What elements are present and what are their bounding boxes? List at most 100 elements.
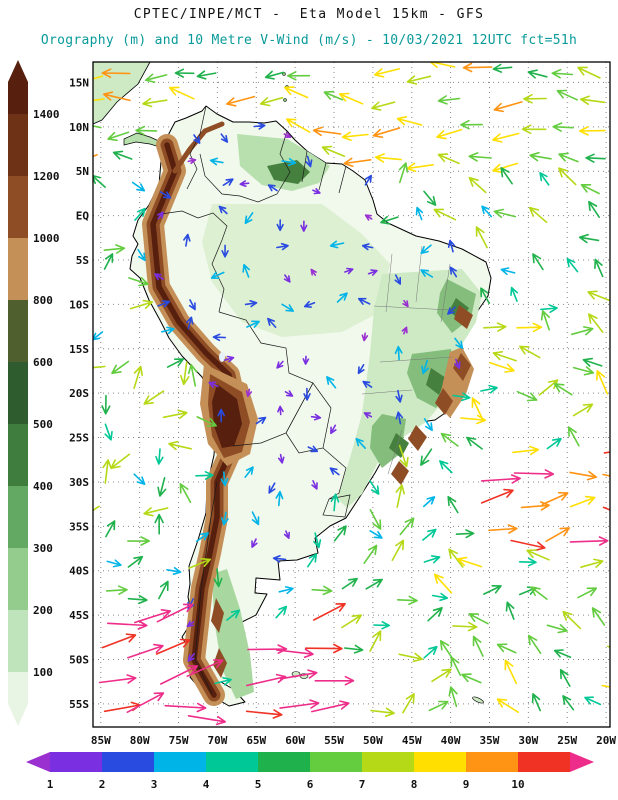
wind-arrow: [111, 360, 130, 375]
wind-arrow: [174, 68, 195, 78]
orography-color-step: [8, 424, 28, 486]
highland-patch: [267, 160, 310, 184]
lon-label: 75W: [169, 734, 189, 747]
highland-patch: [453, 353, 471, 381]
wind-arrow: [188, 299, 196, 311]
wind-arrow: [420, 448, 433, 466]
wind-arrow: [596, 370, 609, 395]
wind-arrow: [448, 686, 458, 708]
wind-arrow: [127, 536, 150, 546]
wind-arrow: [157, 211, 164, 220]
plot-frame: [92, 61, 611, 728]
wind-arrow: [460, 414, 487, 425]
wind-arrow: [472, 635, 484, 657]
wind-arrow: [572, 403, 594, 417]
lat-label: 10N: [69, 121, 89, 134]
wind-value-label: 2: [99, 778, 106, 791]
wind-arrow: [582, 357, 603, 367]
wind-arrow: [275, 605, 288, 619]
lon-label: 80W: [130, 734, 150, 747]
wind-arrow: [159, 191, 172, 199]
south-georgia-island: [472, 696, 484, 704]
wind-arrow: [447, 496, 459, 514]
wind-arrow: [305, 155, 313, 168]
wind-arrow: [546, 437, 562, 450]
wind-arrow: [220, 133, 229, 143]
lon-label: 60W: [285, 734, 305, 747]
wind-arrow: [374, 68, 400, 78]
state-line: [373, 305, 451, 311]
wind-arrow: [283, 274, 291, 283]
wind-arrow: [210, 271, 225, 279]
wind-arrow: [462, 62, 493, 73]
wind-arrow: [579, 95, 606, 105]
wind-arrow: [369, 480, 380, 495]
wind-color-step: [310, 752, 362, 772]
wind-arrow: [468, 152, 492, 162]
lat-label: 35S: [69, 520, 89, 533]
wind-vectors: [93, 62, 610, 726]
lat-label: 15N: [69, 76, 89, 89]
wind-arrow: [481, 205, 493, 218]
wind-arrow: [162, 409, 188, 419]
wind-min-arrow: [26, 752, 50, 772]
lat-label: 50S: [69, 654, 89, 667]
border-line: [322, 494, 351, 518]
wind-arrow: [338, 92, 364, 105]
wind-arrow: [380, 215, 399, 225]
wind-arrow: [272, 555, 287, 563]
wind-arrow: [101, 633, 137, 649]
wind-arrow: [578, 233, 600, 244]
wind-arrow: [157, 477, 167, 497]
wind-color-step: [258, 752, 310, 772]
wind-color-step: [50, 752, 102, 772]
wind-arrow: [571, 326, 594, 336]
wind-arrow: [364, 214, 373, 221]
lon-label: 50W: [363, 734, 383, 747]
wind-color-step: [414, 752, 466, 772]
wind-arrow: [133, 473, 146, 485]
wind-arrow: [588, 313, 604, 333]
wind-value-label: 1: [47, 778, 54, 791]
wind-arrow: [214, 677, 232, 686]
wind-arrow: [333, 525, 347, 542]
wind-arrow: [369, 630, 382, 652]
wind-arrow: [370, 707, 395, 718]
wind-arrow: [558, 167, 577, 186]
wind-arrow: [326, 376, 337, 389]
wind-arrow: [529, 151, 552, 162]
wind-arrow: [504, 659, 518, 685]
wind-arrow: [267, 317, 277, 328]
state-line: [361, 389, 413, 395]
wind-arrow: [129, 299, 153, 310]
wind-arrow: [221, 511, 229, 526]
wind-arrow: [223, 355, 235, 363]
wind-arrow: [580, 558, 604, 568]
wind-arrow: [277, 405, 284, 416]
wind-arrow: [276, 242, 289, 251]
highland-patch: [426, 368, 446, 395]
wind-arrow: [93, 75, 104, 80]
wind-arrow: [336, 292, 348, 303]
orography-color-step: [8, 114, 28, 176]
wind-arrow: [447, 239, 456, 253]
highland-patch: [435, 388, 453, 415]
wind-arrow: [471, 397, 484, 421]
wind-arrow: [602, 473, 610, 477]
wind-arrow: [423, 190, 437, 206]
wind-arrow: [186, 316, 194, 330]
wind-arrow: [558, 152, 579, 163]
wind-arrow: [161, 326, 175, 335]
wind-arrow: [572, 366, 595, 376]
orography-value-label: 1000: [33, 232, 60, 245]
wind-arrow: [209, 157, 224, 166]
wind-arrow: [402, 693, 415, 714]
wind-max-arrow: [570, 752, 594, 772]
wind-arrow: [226, 95, 256, 107]
highland-patch: [237, 134, 330, 191]
wind-arrow: [431, 668, 452, 683]
wind-arrow: [157, 300, 171, 308]
wind-arrow: [106, 559, 122, 568]
wind-arrow: [530, 586, 548, 600]
